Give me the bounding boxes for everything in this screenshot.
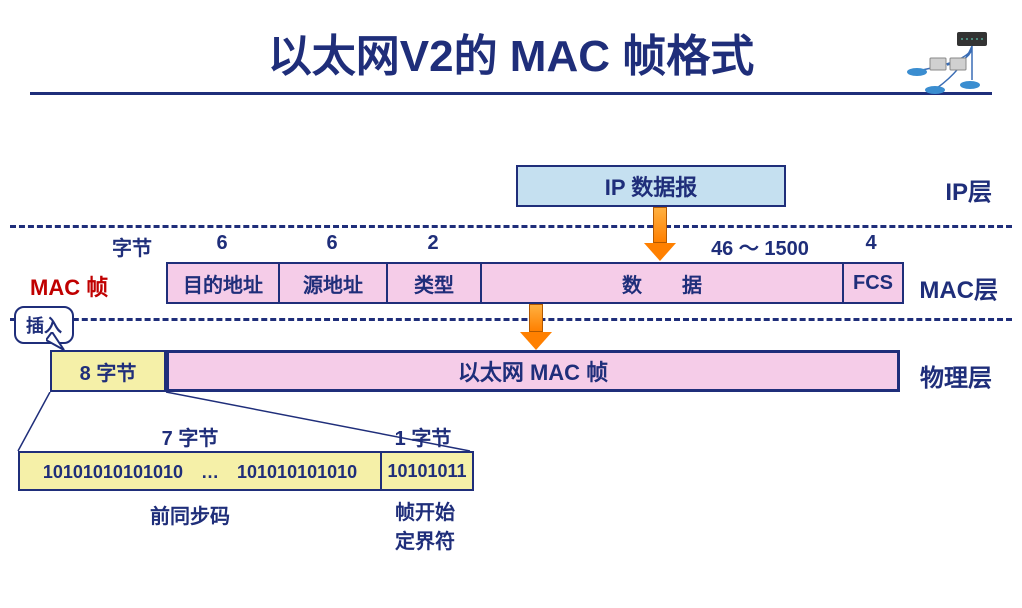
dash-line-ip-mac <box>10 225 1012 228</box>
sfd-bytes-label: 1 字节 <box>378 422 468 451</box>
mac-layer-label: MAC层 <box>919 270 998 305</box>
dash-line-mac-phys <box>10 318 1012 321</box>
mac-frame-label: MAC 帧 <box>30 270 108 302</box>
arrow-ip-to-mac <box>644 207 676 261</box>
mac-type-cell: 类型 <box>388 264 482 302</box>
sync-label: 前同步码 <box>120 500 260 529</box>
arrow-mac-to-phys <box>520 304 552 350</box>
sync-bytes-label: 7 字节 <box>130 422 250 451</box>
dest-bytes: 6 <box>166 232 278 255</box>
preamble-detail-row: 10101010101010 … 101010101010 10101011 <box>18 451 474 491</box>
mac-dest-cell: 目的地址 <box>168 264 280 302</box>
sync-pattern-cell: 10101010101010 … 101010101010 <box>20 453 382 489</box>
physical-frame-row: 8 字节 以太网 MAC 帧 <box>50 350 900 392</box>
title-underline <box>30 92 992 95</box>
ip-layer-label: IP层 <box>945 172 992 207</box>
data-bytes: 46 ～ 1500 <box>680 232 840 261</box>
type-bytes: 2 <box>386 232 480 255</box>
byte-header-label: 字节 <box>102 232 162 261</box>
mac-data-cell: 数 据 <box>482 264 844 302</box>
preamble-cell: 8 字节 <box>50 350 166 392</box>
network-icon <box>902 30 992 100</box>
src-bytes: 6 <box>278 232 386 255</box>
ip-datagram-box: IP 数据报 <box>516 165 786 207</box>
mac-fcs-cell: FCS <box>844 264 902 302</box>
fcs-bytes: 4 <box>842 232 900 255</box>
phys-layer-label: 物理层 <box>920 358 992 393</box>
mac-src-cell: 源地址 <box>280 264 388 302</box>
sfd-pattern-cell: 10101011 <box>382 453 472 489</box>
sfd-label: 帧开始 定界符 <box>370 496 480 554</box>
ethernet-frame-cell: 以太网 MAC 帧 <box>166 350 900 392</box>
slide-title: 以太网V2的 MAC 帧格式 <box>0 20 1022 84</box>
mac-frame-row: 目的地址 源地址 类型 数 据 FCS <box>166 262 904 304</box>
